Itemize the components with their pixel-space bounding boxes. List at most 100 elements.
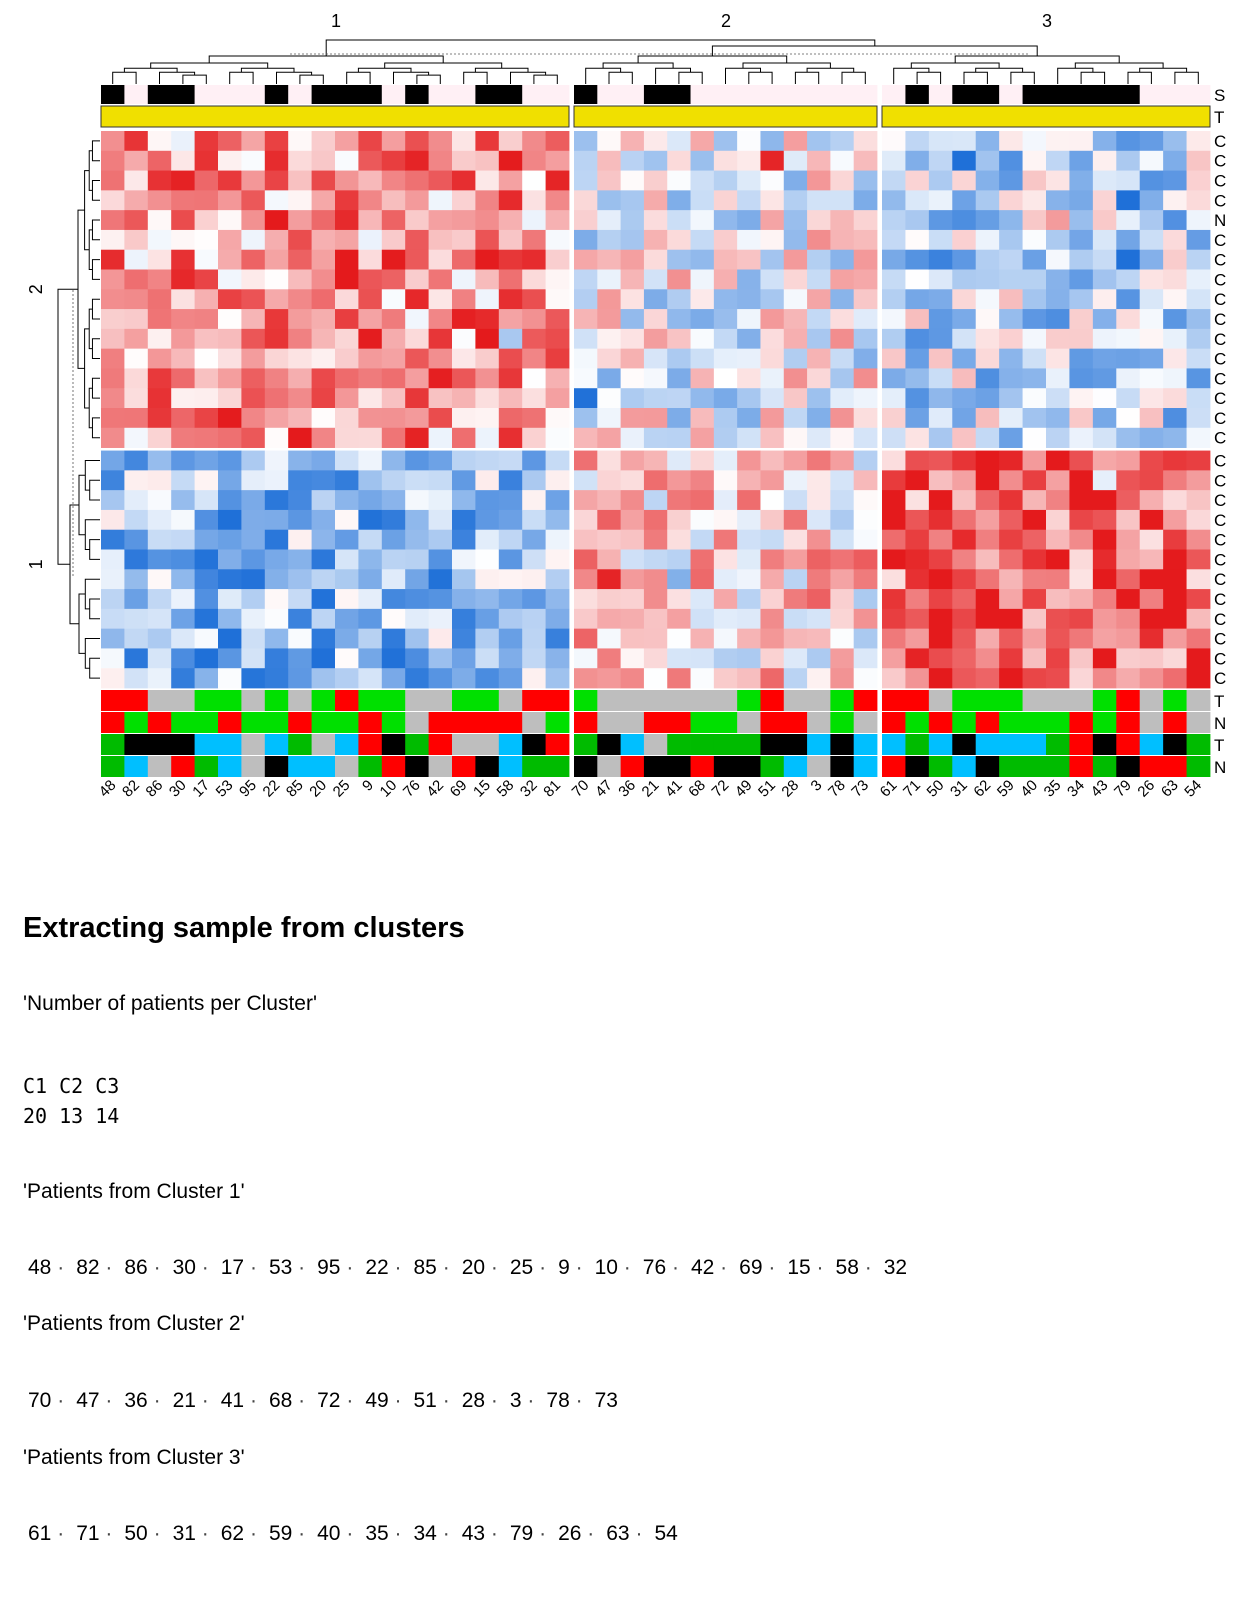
heatmap-cell xyxy=(737,368,761,389)
cluster2-patient-id: 47 xyxy=(76,1389,112,1413)
heatmap-cell xyxy=(335,509,359,531)
heatmap-cell xyxy=(147,569,172,590)
clinical-annotation-cell xyxy=(905,734,930,755)
heatmap-cell xyxy=(713,210,738,231)
column-dendrogram-branch xyxy=(240,67,295,73)
heatmap-cell xyxy=(218,668,242,689)
heatmap-cell xyxy=(713,509,738,531)
heatmap-cell xyxy=(975,368,1000,389)
heatmap-cell xyxy=(101,269,125,290)
heatmap-cell xyxy=(335,309,359,330)
heatmap-cell xyxy=(1069,269,1094,290)
heatmap-cell xyxy=(498,170,523,191)
heatmap-cell xyxy=(999,249,1023,270)
heatmap-cell xyxy=(1116,368,1141,389)
column-label: 95 xyxy=(236,777,260,801)
heatmap-cell xyxy=(545,210,570,231)
heatmap-cell xyxy=(830,368,855,389)
heatmap-cell xyxy=(667,569,691,590)
heatmap-cell xyxy=(522,249,546,270)
cluster3-title: 'Patients from Cluster 3' xyxy=(23,1446,245,1469)
heatmap-cell xyxy=(522,628,546,649)
heatmap-cell xyxy=(1092,490,1117,511)
heatmap-cell xyxy=(620,427,645,448)
heatmap-cell xyxy=(620,549,645,570)
clinical-annotation-cell xyxy=(335,756,359,777)
clinical-annotation-cell xyxy=(905,712,930,733)
heatmap-cell xyxy=(288,450,312,471)
heatmap-cell xyxy=(288,309,312,330)
heatmap-cell xyxy=(737,388,761,409)
column-label: 21 xyxy=(639,777,663,801)
cluster2-patient-id: 78 xyxy=(546,1389,582,1413)
heatmap-cell xyxy=(335,170,359,191)
heatmap-cell xyxy=(1022,269,1047,290)
sample-annotation-cell xyxy=(1022,85,1047,104)
sample-annotation-cell xyxy=(498,85,523,104)
row-dendrogram-branch xyxy=(89,598,100,620)
heatmap-cell xyxy=(311,648,336,669)
heatmap-cell xyxy=(194,529,219,550)
heatmap-cell xyxy=(475,509,500,531)
heatmap-cell xyxy=(428,529,453,550)
heatmap-cell xyxy=(830,269,855,290)
heatmap-cell xyxy=(124,608,149,630)
heatmap-cell xyxy=(928,170,953,191)
heatmap-cell xyxy=(1092,668,1117,689)
heatmap-cell xyxy=(928,249,953,270)
heatmap-cell xyxy=(428,470,453,491)
heatmap-cell xyxy=(194,388,219,409)
heatmap-cell xyxy=(574,450,598,471)
column-dendrogram-branch xyxy=(725,67,761,84)
cluster2-patient-id: 51 xyxy=(414,1389,450,1413)
heatmap-cell xyxy=(1022,249,1047,270)
heatmap-cell xyxy=(643,470,668,491)
column-label: 86 xyxy=(143,777,167,801)
heatmap-cell xyxy=(620,490,645,511)
heatmap-cell xyxy=(475,450,500,471)
heatmap-cell xyxy=(147,648,172,669)
heatmap-cell xyxy=(737,269,761,290)
column-dendrogram-branch xyxy=(916,71,942,84)
row-label: C xyxy=(1214,369,1226,388)
heatmap-cell xyxy=(147,131,172,152)
clinical-annotation-cell xyxy=(147,756,172,777)
heatmap-cell xyxy=(1186,427,1211,448)
heatmap-cell xyxy=(171,131,195,152)
heatmap-cell xyxy=(218,408,242,429)
heatmap-cell xyxy=(101,427,125,448)
heatmap-cell xyxy=(1092,529,1117,550)
column-dendrogram-branch xyxy=(150,62,269,69)
heatmap-cell xyxy=(124,229,149,251)
heatmap-cell xyxy=(1186,229,1211,251)
heatmap-cell xyxy=(264,328,289,350)
heatmap-cell xyxy=(928,210,953,231)
clinical-annotation-cell xyxy=(853,756,878,777)
clinical-annotation-cell xyxy=(882,756,906,777)
heatmap-cell xyxy=(667,269,691,290)
heatmap-cell xyxy=(882,229,906,251)
heatmap-cell xyxy=(713,490,738,511)
heatmap-cell xyxy=(853,549,878,570)
heatmap-cell xyxy=(620,648,645,669)
heatmap-cell xyxy=(830,450,855,471)
heatmap-cell xyxy=(1069,348,1094,369)
column-label: 70 xyxy=(569,777,593,801)
heatmap-cell xyxy=(737,348,761,369)
column-dendrogram-branch xyxy=(655,67,691,84)
heatmap-cell xyxy=(952,490,977,511)
heatmap-cell xyxy=(335,589,359,610)
heatmap-cell xyxy=(760,529,785,550)
heatmap-cell xyxy=(428,450,453,471)
clinical-annotation-cell xyxy=(1069,690,1094,711)
heatmap-cell xyxy=(1022,348,1047,369)
row-label: C xyxy=(1214,610,1226,629)
heatmap-cell xyxy=(358,450,383,471)
heatmap-cell xyxy=(882,529,906,550)
heatmap-cell xyxy=(1163,328,1187,350)
heatmap-cell xyxy=(522,589,546,610)
heatmap-cell xyxy=(690,269,715,290)
heatmap-cell xyxy=(1139,190,1164,211)
heatmap-cell xyxy=(241,170,266,191)
sample-annotation-cell xyxy=(452,85,476,104)
